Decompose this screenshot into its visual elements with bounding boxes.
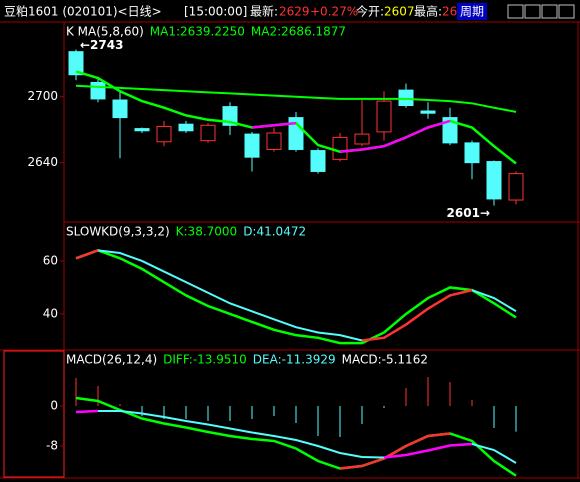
- icon[interactable]: [507, 4, 524, 19]
- y-tick-label: 40: [43, 306, 58, 320]
- rising-segment: [339, 464, 363, 470]
- time: [15:00:00]: [184, 5, 247, 19]
- icon[interactable]: [558, 4, 575, 19]
- frames: [0, 21, 580, 479]
- rising-segment: [449, 442, 473, 447]
- candle-body: [244, 133, 260, 158]
- open-price: 2607: [384, 5, 415, 19]
- y-tick-label: -8: [46, 439, 58, 453]
- candle-body: [90, 81, 106, 100]
- rising-segment: [361, 144, 385, 151]
- candle-body: [310, 150, 326, 172]
- y-tick-label: 2700: [27, 89, 58, 103]
- rising-segment: [383, 136, 407, 148]
- legend-entry: MA2:2686.1877: [251, 25, 346, 39]
- candle-body: [354, 133, 370, 145]
- rising-segment: [339, 148, 363, 153]
- rising-segment: [383, 323, 407, 339]
- candle-body: [68, 51, 84, 76]
- rising-segment: [405, 434, 429, 448]
- last-price: 2629: [279, 5, 310, 19]
- rising-segment: [427, 444, 451, 452]
- selected-axis[interactable]: [3, 350, 65, 478]
- rising-segment: [405, 126, 429, 139]
- window-icons[interactable]: [507, 4, 575, 19]
- rising-segment: [361, 457, 385, 468]
- open-label: 今开:: [356, 4, 384, 19]
- icon[interactable]: [524, 4, 541, 19]
- rising-segment: [405, 307, 429, 326]
- candle-body: [464, 142, 480, 164]
- legend-entry: K:38.7000: [176, 225, 238, 239]
- panel-title: K MA(5,8,60): [66, 25, 144, 39]
- legend-entry: MACD:-5.1162: [342, 353, 428, 367]
- line: [75, 84, 517, 113]
- rising-segment: [427, 432, 451, 438]
- candle-body: [420, 110, 436, 114]
- candle-body: [200, 124, 216, 142]
- rising-segment: [273, 121, 297, 127]
- legend-entry: MA1:2639.2250: [150, 25, 245, 39]
- panel-title: MACD(26,12,4): [66, 353, 157, 367]
- candle-body: [398, 89, 414, 107]
- change: +0.27%: [310, 5, 358, 19]
- legend-entry: D:41.0472: [243, 225, 306, 239]
- period-button[interactable]: 周期: [460, 5, 484, 19]
- rising-segment: [75, 409, 99, 414]
- candle-body: [178, 123, 194, 132]
- candle-body: [332, 136, 348, 160]
- annotation: ←2743: [80, 38, 123, 52]
- high-label: 最高:: [414, 4, 442, 19]
- rising-segment: [361, 336, 385, 342]
- rising-segment: [427, 294, 451, 310]
- icon[interactable]: [541, 4, 558, 19]
- rising-segment: [449, 288, 473, 297]
- rising-segment: [383, 453, 407, 459]
- last-label: 最新:: [250, 4, 278, 19]
- legend-entry: DEA:-11.3929: [253, 353, 336, 367]
- rising-segment: [75, 249, 99, 260]
- candle-body: [266, 132, 282, 150]
- candle-body: [376, 100, 392, 133]
- symbol: 豆粕1601 (020101)<日线>: [4, 4, 162, 19]
- y-tick-label: 0: [50, 399, 58, 413]
- candle-body: [486, 161, 502, 200]
- legend-entry: DIFF:-13.9510: [163, 353, 247, 367]
- annotation: 2601→: [447, 206, 490, 220]
- y-tick-label: 60: [43, 253, 58, 267]
- rising-segment: [251, 124, 275, 129]
- candle-body: [442, 117, 458, 144]
- candle-body: [134, 128, 150, 132]
- y-tick-label: 2640: [27, 155, 58, 169]
- candle-body: [156, 125, 172, 143]
- candle-body: [508, 173, 524, 201]
- high-price: 26: [442, 5, 457, 19]
- period-button-bg[interactable]: [457, 3, 487, 20]
- panel-title: SLOWKD(9,3,3,2): [66, 225, 170, 239]
- rising-segment: [405, 449, 429, 457]
- line: [75, 249, 517, 345]
- candle-body: [112, 99, 128, 119]
- rising-segment: [427, 119, 451, 129]
